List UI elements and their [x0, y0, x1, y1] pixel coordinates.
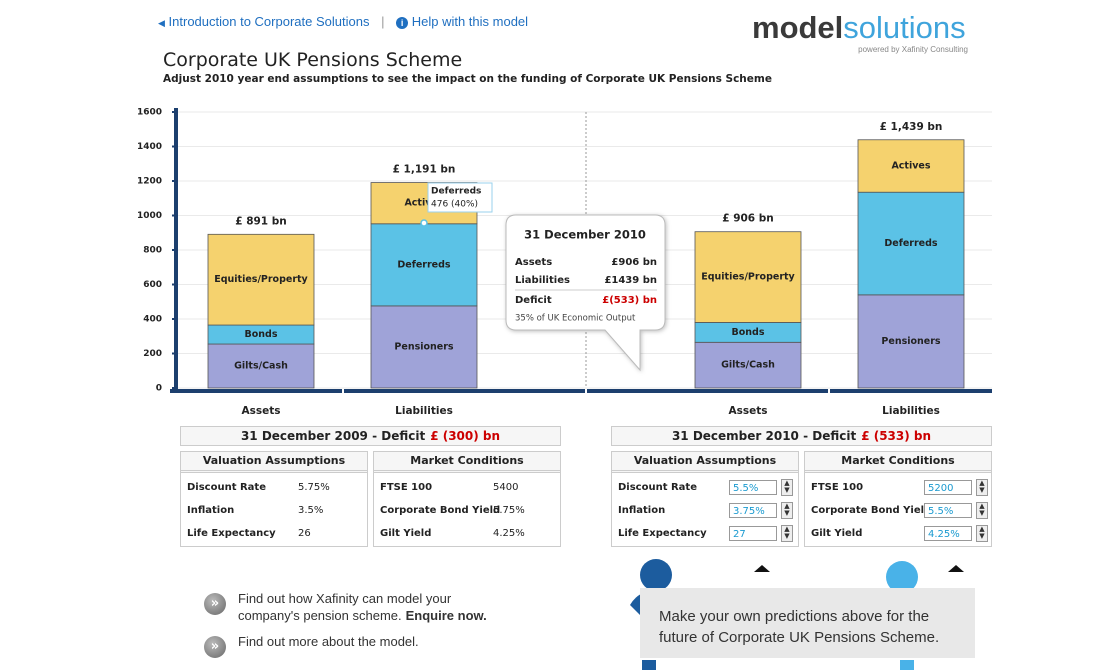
input-box[interactable]: 5.5%	[924, 503, 972, 518]
input-box[interactable]: 5200	[924, 480, 972, 495]
segment-label: Equities/Property	[214, 274, 308, 285]
callout-deficit: £(533) bn	[602, 295, 657, 306]
row-value: 5400	[493, 480, 518, 496]
segment-label: Gilts/Cash	[234, 361, 288, 372]
callout-note: 35% of UK Economic Output	[515, 314, 636, 324]
spinner[interactable]: ▲▼	[976, 479, 988, 496]
y-tick-label: 1000	[137, 211, 162, 221]
segment-label: Deferreds	[884, 238, 938, 249]
x-tick-label: Assets	[241, 405, 280, 417]
row-label: Discount Rate	[618, 480, 697, 496]
spinner[interactable]: ▲▼	[976, 502, 988, 519]
row-value: 5.75%	[298, 480, 330, 496]
input-box[interactable]: 27	[729, 526, 777, 541]
spinner[interactable]: ▲▼	[781, 479, 793, 496]
input-box[interactable]: 4.25%	[924, 526, 972, 541]
y-tick-label: 200	[143, 349, 162, 359]
spinner[interactable]: ▲▼	[781, 525, 793, 542]
table-title: Market Conditions	[805, 452, 991, 473]
total-label: £ 1,439 bn	[880, 121, 943, 133]
row-label: FTSE 100	[380, 480, 432, 496]
row-label: Corporate Bond Yield	[380, 503, 500, 519]
row-value: 5.75%	[493, 503, 525, 519]
segment-label: Actives	[891, 160, 930, 171]
y-tick-label: 600	[143, 280, 162, 290]
heading-deficit: £ (533) bn	[861, 429, 931, 443]
row-value: 4.25%	[493, 526, 525, 542]
callout-value: £1439 bn	[604, 275, 657, 286]
figure-leg	[900, 660, 914, 670]
segment-label: Bonds	[732, 327, 765, 338]
callout-label: Deficit	[515, 295, 552, 306]
total-label: £ 906 bn	[722, 213, 774, 225]
y-tick-label: 0	[156, 384, 162, 394]
heading-text: 31 December 2009 - Deficit	[241, 429, 425, 443]
y-tick-label: 800	[143, 246, 162, 256]
tooltip-title: Deferreds	[431, 187, 481, 197]
row-label: Life Expectancy	[618, 526, 707, 542]
row-label: Gilt Yield	[811, 526, 862, 542]
segment-label: Pensioners	[394, 341, 453, 352]
link-text[interactable]: Find out more about the model.	[238, 633, 498, 650]
segment-label: Bonds	[245, 329, 278, 340]
segment-label: Gilts/Cash	[721, 360, 775, 371]
row-label: Corporate Bond Yield	[811, 503, 931, 519]
total-label: £ 891 bn	[235, 215, 287, 227]
segment-label: Pensioners	[881, 336, 940, 347]
heading-text: 31 December 2010 - Deficit	[672, 429, 856, 443]
tooltip-text: 476 (40%)	[431, 200, 478, 210]
link-icon[interactable]: »	[204, 593, 226, 615]
x-tick-label: Liabilities	[395, 405, 453, 417]
row-value: 26	[298, 526, 311, 542]
chart: 0 200 400 600 800 1000 1200 1400 1600 Gilts/Cash B…	[0, 0, 1112, 425]
total-label: £ 1,191 bn	[393, 164, 456, 176]
input-box[interactable]: 5.5%	[729, 480, 777, 495]
x-tick-label: Liabilities	[882, 405, 940, 417]
assumption-table: Market Conditions FTSE 100 5200 ▲▼ Corporate…	[804, 451, 992, 547]
link-bold[interactable]: Enquire now.	[406, 608, 487, 623]
table-title: Valuation Assumptions	[612, 452, 798, 473]
y-tick-label: 1400	[137, 142, 162, 152]
row-label: Inflation	[618, 503, 665, 519]
callout-label: Liabilities	[515, 275, 570, 286]
assumption-table: Valuation Assumptions Discount Rate 5.75% I…	[180, 451, 368, 547]
link-body[interactable]: Find out more about the model.	[238, 634, 419, 649]
y-tick-label: 1200	[137, 177, 162, 187]
spinner[interactable]: ▲▼	[976, 525, 988, 542]
banner-line: future of Corporate UK Pensions Scheme.	[659, 627, 939, 648]
banner-line: Make your own predictions above for the	[659, 606, 939, 627]
heading-deficit: £ (300) bn	[430, 429, 500, 443]
figure-leg	[642, 660, 656, 670]
callout-value: £906 bn	[611, 257, 657, 268]
x-tick-label: Assets	[728, 405, 767, 417]
link-icon[interactable]: »	[204, 636, 226, 658]
spinner[interactable]: ▲▼	[781, 502, 793, 519]
input-box[interactable]: 3.75%	[729, 503, 777, 518]
segment-label: Deferreds	[397, 259, 451, 270]
page: ◀ Introduction to Corporate Solutions | …	[0, 0, 1112, 670]
panel-heading: 31 December 2009 - Deficit £ (300) bn	[180, 426, 561, 446]
figure-head	[640, 559, 672, 591]
assumption-table: Market Conditions FTSE 100 5400 Corporate B…	[373, 451, 561, 547]
link-text[interactable]: Find out how Xafinity can model your com…	[238, 590, 498, 624]
banner-text: Make your own predictions above for the …	[659, 606, 939, 648]
row-label: Gilt Yield	[380, 526, 431, 542]
up-arrow	[948, 565, 964, 572]
assumption-table: Valuation Assumptions Discount Rate 5.5% ▲▼…	[611, 451, 799, 547]
row-value: 3.5%	[298, 503, 323, 519]
panel-heading: 31 December 2010 - Deficit £ (533) bn	[611, 426, 992, 446]
row-label: Discount Rate	[187, 480, 266, 496]
callout-label: Assets	[515, 257, 552, 268]
row-label: Life Expectancy	[187, 526, 276, 542]
table-title: Market Conditions	[374, 452, 560, 473]
callout-date: 31 December 2010	[524, 228, 646, 242]
table-title: Valuation Assumptions	[181, 452, 367, 473]
row-label: Inflation	[187, 503, 234, 519]
tooltip-marker	[421, 220, 427, 226]
y-tick-label: 1600	[137, 108, 162, 118]
up-arrow	[754, 565, 770, 572]
y-tick-label: 400	[143, 315, 162, 325]
row-label: FTSE 100	[811, 480, 863, 496]
segment-label: Equities/Property	[701, 272, 795, 283]
